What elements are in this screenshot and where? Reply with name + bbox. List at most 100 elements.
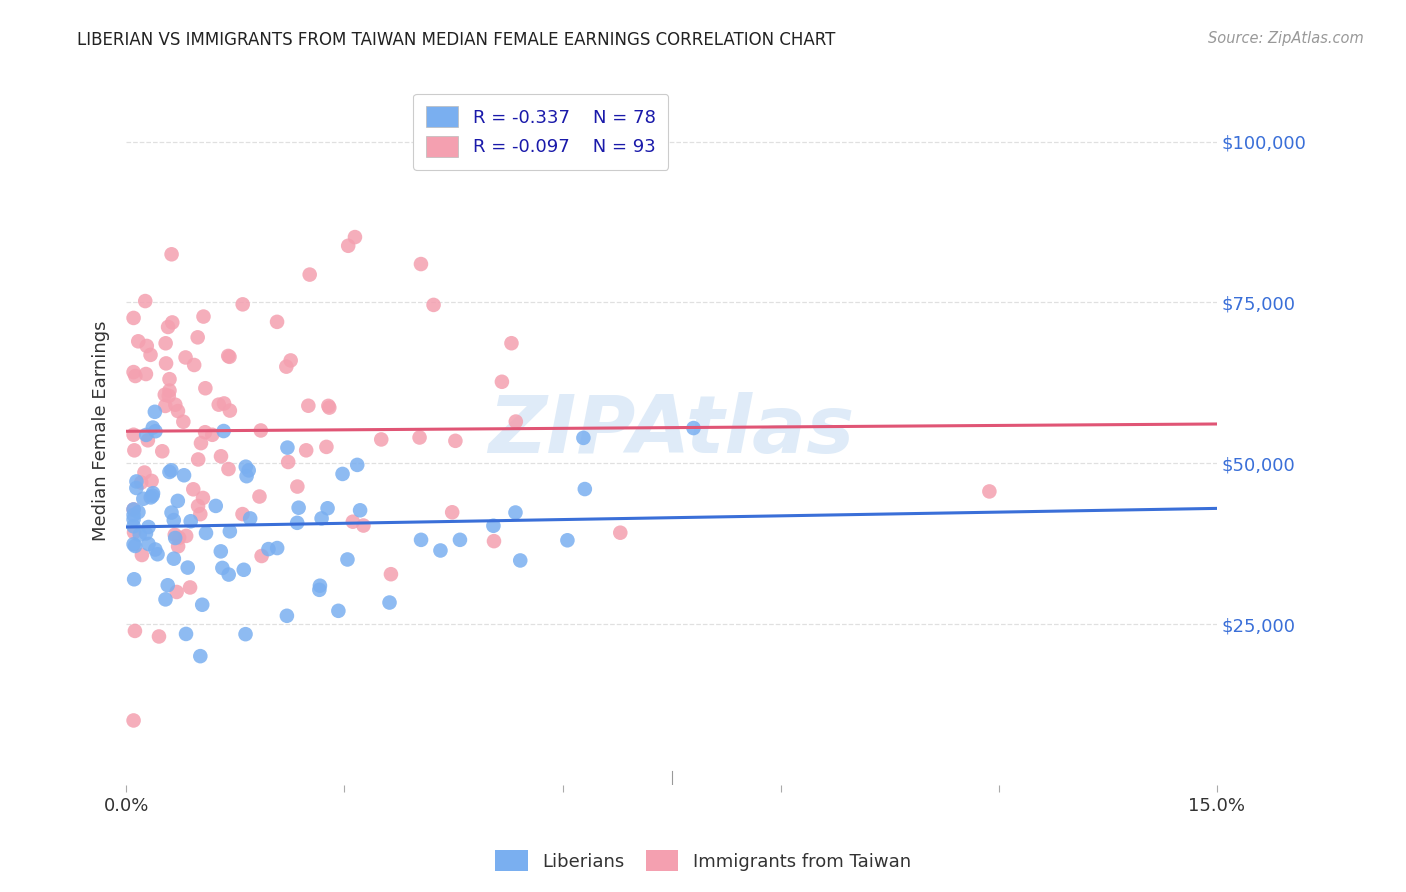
Immigrants from Taiwan	[127, 334, 149, 349]
Liberians	[143, 542, 166, 557]
Immigrants from Taiwan	[609, 525, 631, 540]
Immigrants from Taiwan	[422, 298, 444, 312]
Immigrants from Taiwan	[298, 268, 321, 282]
Immigrants from Taiwan	[342, 515, 364, 529]
Liberians	[191, 598, 214, 612]
Liberians	[235, 469, 257, 483]
Liberians	[482, 518, 505, 533]
Immigrants from Taiwan	[179, 581, 201, 595]
Liberians	[174, 627, 197, 641]
Immigrants from Taiwan	[337, 239, 360, 253]
Liberians	[509, 553, 531, 567]
Text: LIBERIAN VS IMMIGRANTS FROM TAIWAN MEDIAN FEMALE EARNINGS CORRELATION CHART: LIBERIAN VS IMMIGRANTS FROM TAIWAN MEDIA…	[77, 31, 835, 49]
Immigrants from Taiwan	[297, 399, 319, 413]
Liberians	[159, 465, 181, 479]
Liberians	[142, 489, 165, 503]
Immigrants from Taiwan	[135, 339, 157, 353]
Liberians	[557, 533, 579, 548]
Liberians	[429, 543, 451, 558]
Immigrants from Taiwan	[187, 499, 209, 513]
Liberians	[682, 421, 704, 435]
Liberians	[180, 514, 202, 528]
Liberians	[311, 511, 333, 525]
Liberians	[449, 533, 471, 547]
Liberians	[505, 506, 527, 520]
Immigrants from Taiwan	[318, 399, 340, 413]
Immigrants from Taiwan	[441, 505, 464, 519]
Liberians	[125, 475, 148, 489]
Immigrants from Taiwan	[174, 351, 197, 365]
Liberians	[239, 511, 262, 525]
Immigrants from Taiwan	[217, 349, 239, 363]
Immigrants from Taiwan	[188, 507, 211, 521]
Liberians	[139, 491, 162, 505]
Immigrants from Taiwan	[148, 630, 170, 644]
Immigrants from Taiwan	[370, 433, 392, 447]
Liberians	[188, 649, 211, 664]
Immigrants from Taiwan	[285, 479, 308, 493]
Immigrants from Taiwan	[194, 381, 217, 395]
Liberians	[160, 463, 183, 477]
Liberians	[332, 467, 354, 481]
Immigrants from Taiwan	[167, 404, 190, 418]
Immigrants from Taiwan	[131, 548, 153, 562]
Immigrants from Taiwan	[482, 534, 505, 549]
Liberians	[160, 506, 183, 520]
Immigrants from Taiwan	[209, 450, 232, 464]
Liberians	[127, 505, 149, 519]
Liberians	[574, 482, 596, 496]
Immigrants from Taiwan	[159, 372, 181, 386]
Immigrants from Taiwan	[444, 434, 467, 448]
Liberians	[122, 512, 145, 526]
Immigrants from Taiwan	[187, 452, 209, 467]
Liberians	[346, 458, 368, 472]
Liberians	[122, 572, 145, 586]
Immigrants from Taiwan	[501, 336, 523, 351]
Liberians	[163, 551, 186, 566]
Immigrants from Taiwan	[193, 310, 215, 324]
Liberians	[128, 527, 150, 541]
Liberians	[276, 608, 298, 623]
Immigrants from Taiwan	[122, 427, 145, 442]
Liberians	[138, 520, 160, 534]
Immigrants from Taiwan	[139, 348, 162, 362]
Immigrants from Taiwan	[187, 330, 209, 344]
Liberians	[145, 424, 167, 438]
Immigrants from Taiwan	[165, 398, 187, 412]
Liberians	[211, 561, 233, 575]
Liberians	[287, 500, 309, 515]
Immigrants from Taiwan	[212, 396, 235, 410]
Immigrants from Taiwan	[163, 528, 186, 542]
Immigrants from Taiwan	[249, 424, 271, 438]
Immigrants from Taiwan	[280, 353, 302, 368]
Immigrants from Taiwan	[183, 358, 205, 372]
Liberians	[266, 541, 288, 555]
Immigrants from Taiwan	[141, 474, 163, 488]
Liberians	[138, 537, 160, 551]
Liberians	[378, 595, 401, 609]
Liberians	[212, 424, 235, 438]
Immigrants from Taiwan	[181, 483, 204, 497]
Immigrants from Taiwan	[159, 384, 181, 398]
Immigrants from Taiwan	[122, 310, 145, 325]
Immigrants from Taiwan	[129, 475, 152, 490]
Liberians	[132, 491, 155, 506]
Immigrants from Taiwan	[124, 369, 146, 384]
Immigrants from Taiwan	[266, 315, 288, 329]
Immigrants from Taiwan	[155, 399, 177, 413]
Immigrants from Taiwan	[162, 315, 184, 329]
Immigrants from Taiwan	[491, 375, 513, 389]
Immigrants from Taiwan	[380, 567, 402, 582]
Immigrants from Taiwan	[979, 484, 1001, 499]
Liberians	[142, 420, 165, 434]
Text: ZIPAtlas: ZIPAtlas	[488, 392, 855, 470]
Liberians	[177, 560, 200, 574]
Immigrants from Taiwan	[218, 403, 240, 417]
Liberians	[235, 459, 257, 474]
Immigrants from Taiwan	[153, 388, 176, 402]
Immigrants from Taiwan	[318, 401, 340, 415]
Liberians	[135, 526, 157, 541]
Liberians	[336, 552, 359, 566]
Liberians	[195, 526, 218, 541]
Liberians	[173, 468, 195, 483]
